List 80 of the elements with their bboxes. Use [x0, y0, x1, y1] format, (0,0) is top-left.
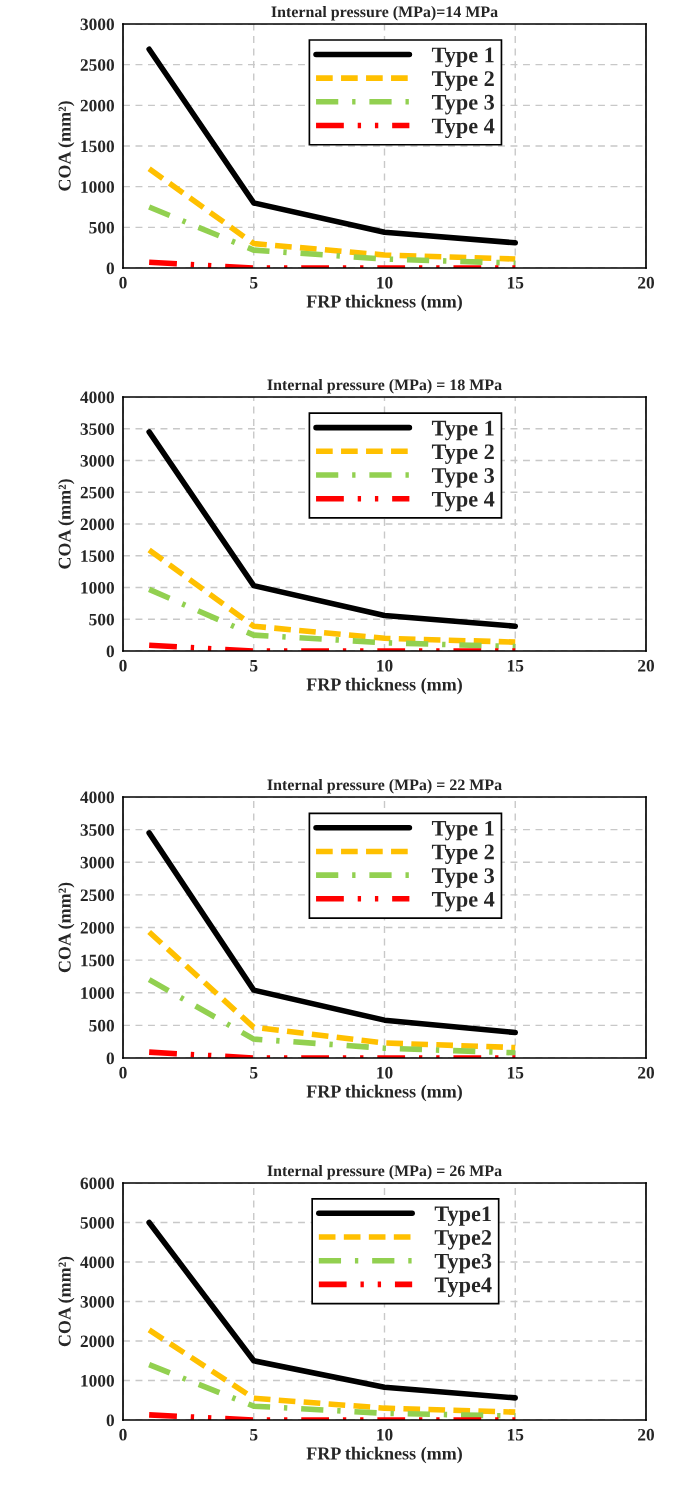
legend-label: Type1 — [434, 1206, 491, 1226]
y-tick-label: 2500 — [80, 59, 114, 71]
x-tick-label: 0 — [119, 1066, 127, 1079]
y-axis-title: COA (mm²) — [58, 101, 75, 191]
y-tick-label: 500 — [89, 613, 114, 626]
x-tick-label: 10 — [377, 1428, 393, 1441]
y-tick-label: 2000 — [80, 99, 114, 112]
legend-label: Type 3 — [431, 868, 495, 888]
y-tick-label: 0 — [106, 1414, 114, 1427]
legend-label: Type 2 — [431, 844, 494, 865]
y-tick-label: 4000 — [80, 1256, 114, 1269]
legend-label: Type 3 — [431, 468, 495, 488]
legend-label: Type 4 — [431, 118, 495, 139]
x-tick-label: 5 — [250, 1067, 258, 1079]
y-tick-label: 3000 — [80, 18, 114, 31]
y-tick-label: 2500 — [80, 486, 114, 499]
y-tick-label: 0 — [106, 262, 114, 275]
legend-label: Type 2 — [431, 71, 494, 91]
x-tick-label: 0 — [119, 276, 127, 289]
y-tick-label: 1000 — [81, 581, 114, 594]
x-tick-label: 15 — [507, 276, 524, 289]
y-tick-label: 1000 — [81, 987, 114, 999]
y-axis-title: COA (mm²) — [58, 882, 75, 973]
x-tick-label: 5 — [250, 1429, 258, 1441]
legend-label: Type3 — [434, 1253, 492, 1274]
y-tick-label: 3500 — [80, 423, 114, 435]
y-tick-label: 0 — [106, 645, 114, 658]
x-axis-title: FRP thickness (mm) — [306, 294, 462, 312]
y-tick-label: 6000 — [80, 1177, 114, 1190]
x-tick-label: 15 — [507, 659, 524, 672]
y-tick-label: 1000 — [81, 181, 114, 193]
x-axis-title: FRP thickness (mm) — [306, 677, 462, 695]
x-tick-label: 20 — [638, 1066, 655, 1079]
y-tick-label: 3500 — [80, 824, 114, 836]
y-tick-label: 3000 — [80, 856, 114, 869]
legend-label: Type 4 — [431, 491, 495, 512]
legend-label: Type 1 — [431, 820, 494, 841]
y-tick-label: 1500 — [81, 550, 114, 562]
legend-label: Type 1 — [431, 47, 494, 68]
y-tick-label: 2000 — [80, 1335, 114, 1348]
x-axis-title: FRP thickness (mm) — [306, 1084, 462, 1102]
y-tick-label: 1000 — [81, 1374, 114, 1387]
chart-title: Internal pressure (MPa) = 22 MPa — [267, 778, 502, 794]
y-tick-label: 1500 — [81, 140, 114, 153]
legend-label: Type 1 — [431, 420, 494, 441]
y-tick-label: 3000 — [80, 454, 114, 467]
chart-title: Internal pressure (MPa) = 26 MPa — [267, 1164, 502, 1180]
x-tick-label: 20 — [638, 276, 655, 289]
x-tick-label: 5 — [250, 277, 258, 289]
y-tick-label: 500 — [89, 221, 114, 234]
y-tick-label: 3000 — [80, 1295, 114, 1308]
x-tick-label: 10 — [377, 276, 393, 289]
x-tick-label: 10 — [377, 659, 393, 672]
legend-label: Type 4 — [431, 891, 495, 912]
y-tick-label: 2000 — [80, 518, 114, 531]
y-tick-label: 2000 — [80, 921, 114, 934]
x-tick-label: 10 — [377, 1066, 393, 1079]
x-tick-label: 0 — [119, 1428, 127, 1441]
x-axis-title: FRP thickness (mm) — [306, 1446, 462, 1464]
legend-label: Type 2 — [431, 444, 494, 464]
chart-title: Internal pressure (MPa) = 18 MPa — [267, 378, 502, 394]
x-tick-label: 5 — [250, 660, 258, 672]
y-tick-label: 4000 — [80, 391, 114, 404]
legend-label: Type 3 — [431, 94, 495, 115]
chart-title: Internal pressure (MPa)=14 MPa — [271, 5, 498, 21]
y-tick-label: 500 — [89, 1019, 114, 1032]
x-tick-label: 20 — [638, 1428, 655, 1441]
y-axis-title: COA (mm²) — [58, 479, 75, 569]
legend-label: Type4 — [434, 1277, 492, 1297]
y-tick-label: 1500 — [81, 954, 114, 967]
y-tick-label: 5000 — [80, 1216, 114, 1229]
y-tick-label: 0 — [106, 1052, 114, 1065]
legend-label: Type2 — [434, 1230, 492, 1250]
y-axis-title: COA (mm²) — [58, 1256, 75, 1347]
y-tick-label: 2500 — [80, 889, 114, 902]
y-tick-label: 4000 — [80, 791, 114, 804]
x-tick-label: 20 — [638, 659, 655, 672]
x-tick-label: 15 — [507, 1066, 524, 1079]
x-tick-label: 0 — [119, 659, 127, 672]
x-tick-label: 15 — [507, 1428, 524, 1441]
